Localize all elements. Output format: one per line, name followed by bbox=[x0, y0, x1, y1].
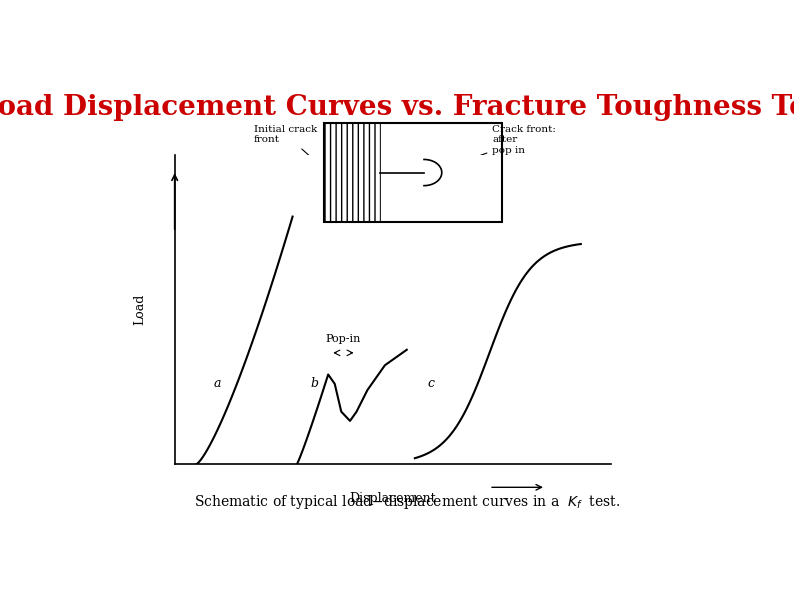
Text: Displacement: Displacement bbox=[349, 492, 437, 505]
Text: c: c bbox=[428, 377, 435, 390]
Text: Initial crack
front: Initial crack front bbox=[254, 125, 318, 164]
Text: b: b bbox=[310, 377, 318, 390]
Text: Crack front:
after
pop in: Crack front: after pop in bbox=[453, 125, 556, 166]
Text: Load: Load bbox=[133, 294, 146, 325]
Text: a: a bbox=[214, 377, 222, 390]
Text: Schematic of typical load$-$displacement curves in a  $K_f$  test.: Schematic of typical load$-$displacement… bbox=[194, 493, 620, 511]
Text: Pop-in: Pop-in bbox=[326, 334, 361, 343]
Text: Load Displacement Curves vs. Fracture Toughness Test: Load Displacement Curves vs. Fracture To… bbox=[0, 94, 794, 121]
